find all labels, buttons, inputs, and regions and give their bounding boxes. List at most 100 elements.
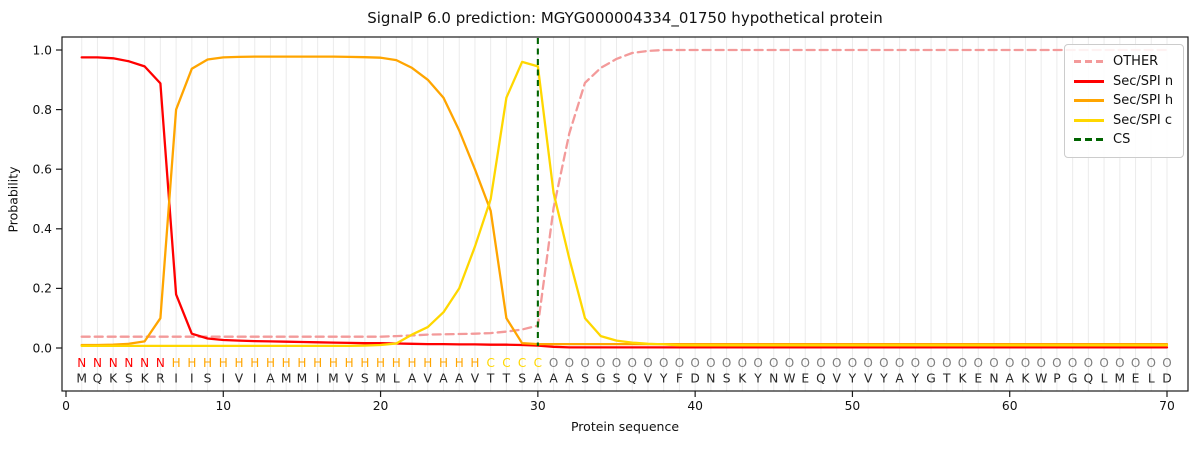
sequence-letter: N: [769, 372, 778, 386]
sequence-letter: A: [895, 372, 904, 386]
sequence-letter: E: [974, 372, 982, 386]
sequence-letter: Q: [816, 372, 826, 386]
sequence-letter: K: [738, 372, 747, 386]
region-letter: O: [832, 356, 841, 370]
sequence-letter: V: [644, 372, 653, 386]
sequence-letter: S: [723, 372, 731, 386]
region-letter: O: [1147, 356, 1156, 370]
region-letter: O: [769, 356, 778, 370]
region-letter: O: [1084, 356, 1093, 370]
region-letter: O: [785, 356, 794, 370]
sequence-letter: K: [1021, 372, 1030, 386]
sequence-letter: F: [676, 372, 683, 386]
y-tick-label: 0.0: [32, 341, 52, 355]
region-letter: C: [534, 356, 542, 370]
region-letter: H: [172, 356, 181, 370]
region-letter: O: [690, 356, 699, 370]
x-tick-label: 70: [1159, 399, 1175, 413]
sequence-letter: V: [235, 372, 244, 386]
sequence-letter: K: [141, 372, 150, 386]
sequence-letter: W: [783, 372, 795, 386]
region-letter: O: [848, 356, 857, 370]
sequence-letter: S: [204, 372, 212, 386]
sequence-letter: D: [1162, 372, 1171, 386]
region-letter: N: [77, 356, 86, 370]
sequence-letter: A: [549, 372, 558, 386]
region-letter: O: [863, 356, 872, 370]
region-letter: H: [376, 356, 385, 370]
region-letter: C: [518, 356, 526, 370]
region-letter: O: [911, 356, 920, 370]
region-letter: O: [1162, 356, 1171, 370]
region-letter: O: [643, 356, 652, 370]
legend-entry: CS: [1074, 130, 1174, 150]
legend-line-sample: [1074, 60, 1104, 64]
x-tick-label: 20: [373, 399, 389, 413]
series-line-sec-spi-n: [80, 56, 1169, 349]
region-letter: O: [989, 356, 998, 370]
region-letter: H: [345, 356, 354, 370]
legend-label: CS: [1113, 132, 1131, 148]
sequence-letter: A: [565, 372, 574, 386]
sequence-letter: S: [613, 372, 621, 386]
sequence-letter: T: [486, 372, 495, 386]
region-letter: O: [1052, 356, 1061, 370]
legend-label: Sec/SPI c: [1113, 112, 1172, 128]
region-letter: O: [958, 356, 967, 370]
region-letter: O: [753, 356, 762, 370]
sequence-letter: Y: [879, 372, 888, 386]
region-letter: H: [313, 356, 322, 370]
sequence-letter: A: [534, 372, 543, 386]
sequence-letter: Y: [848, 372, 857, 386]
legend-entry: Sec/SPI n: [1074, 72, 1174, 92]
region-letter: O: [816, 356, 825, 370]
sequence-letter: P: [1053, 372, 1060, 386]
y-tick-label: 1.0: [32, 43, 52, 57]
sequence-letter: E: [1132, 372, 1140, 386]
region-letter: H: [455, 356, 464, 370]
region-letter: H: [329, 356, 338, 370]
region-letter: O: [565, 356, 574, 370]
sequence-letter: M: [76, 372, 87, 386]
sequence-letter: T: [942, 372, 951, 386]
sequence-letter: G: [596, 372, 606, 386]
region-letter: O: [926, 356, 935, 370]
region-letter: O: [942, 356, 951, 370]
sequence-letter: M: [1115, 372, 1126, 386]
region-letter: H: [360, 356, 369, 370]
legend-label: OTHER: [1113, 54, 1159, 70]
region-letter: N: [124, 356, 133, 370]
region-letter: O: [1036, 356, 1045, 370]
y-tick-label: 0.8: [32, 103, 52, 117]
region-letter: H: [439, 356, 448, 370]
region-letter: O: [675, 356, 684, 370]
region-letter: N: [93, 356, 102, 370]
region-letter: O: [1068, 356, 1077, 370]
series-line-sec-spi-h: [80, 55, 1169, 347]
axes-frame: [61, 36, 1189, 392]
region-letter: N: [156, 356, 165, 370]
legend-line-sample: [1074, 138, 1104, 142]
sequence-letter: V: [471, 372, 480, 386]
region-letter: N: [140, 356, 149, 370]
region-letter: H: [470, 356, 479, 370]
region-letter: O: [722, 356, 731, 370]
region-letter: C: [486, 356, 494, 370]
series-line-sec-spi-c: [80, 60, 1169, 348]
region-letter: H: [297, 356, 306, 370]
y-tick-label: 0.6: [32, 163, 52, 177]
sequence-letter: L: [393, 372, 400, 386]
x-tick-label: 0: [62, 399, 70, 413]
chart-title: SignalP 6.0 prediction: MGYG000004334_01…: [367, 9, 883, 27]
sequence-letter: A: [1006, 372, 1015, 386]
sequence-letter: D: [690, 372, 699, 386]
region-letter: O: [612, 356, 621, 370]
sequence-letter: A: [455, 372, 464, 386]
x-tick-label: 40: [687, 399, 703, 413]
x-tick-label: 10: [215, 399, 231, 413]
sequence-letter: Q: [1084, 372, 1094, 386]
sequence-letter: A: [408, 372, 417, 386]
y-tick-label: 0.4: [32, 222, 52, 236]
